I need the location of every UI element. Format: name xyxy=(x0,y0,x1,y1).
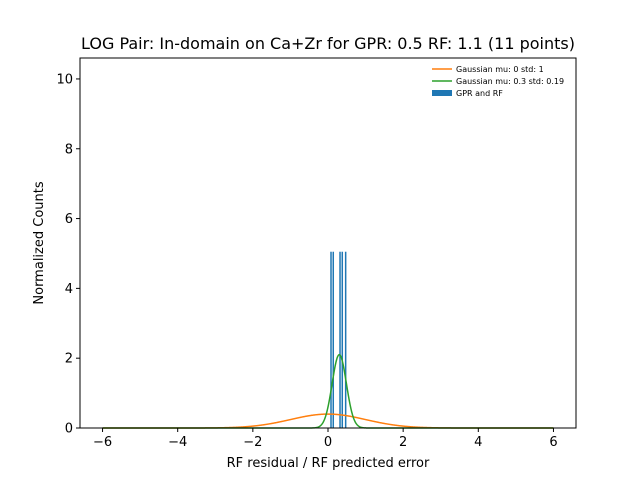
y-tick-label-0: 0 xyxy=(65,422,73,437)
histogram-bar-0 xyxy=(330,251,332,428)
histogram-bar-4 xyxy=(344,251,347,428)
x-tick-label-6: 6 xyxy=(549,435,557,450)
histogram-bar-3 xyxy=(341,251,344,428)
x-axis-label: RF residual / RF predicted error xyxy=(227,456,430,471)
histogram-bar-1 xyxy=(332,251,335,428)
gaussian-curve-1 xyxy=(102,353,554,429)
y-axis: 0 2 4 6 8 10 xyxy=(56,72,80,437)
x-tick-label-4: 2 xyxy=(399,435,407,450)
y-axis-label: Normalized Counts xyxy=(32,181,47,304)
y-tick-label-2: 4 xyxy=(65,282,73,297)
x-tick-label-3: 0 xyxy=(324,435,332,450)
legend: Gaussian mu: 0 std: 1 Gaussian mu: 0.3 st… xyxy=(432,65,564,98)
y-tick-label-5: 10 xyxy=(56,72,73,87)
legend-label-1: Gaussian mu: 0.3 std: 0.19 xyxy=(456,77,564,86)
legend-swatch-histogram xyxy=(432,90,452,96)
x-tick-label-2: −2 xyxy=(243,435,262,450)
histogram-bars xyxy=(330,251,347,428)
plot-frame xyxy=(79,57,577,429)
gaussian-curve-0 xyxy=(102,413,554,429)
legend-label-0: Gaussian mu: 0 std: 1 xyxy=(456,65,544,74)
x-axis: −6 −4 −2 0 2 4 6 xyxy=(93,428,558,450)
histogram-bar-2 xyxy=(339,251,341,428)
legend-label-histogram: GPR and RF xyxy=(456,89,503,98)
gaussian-curves xyxy=(102,353,554,429)
x-tick-label-1: −4 xyxy=(168,435,187,450)
y-tick-label-1: 2 xyxy=(65,352,73,367)
x-tick-label-5: 4 xyxy=(474,435,482,450)
y-tick-label-4: 8 xyxy=(65,142,73,157)
x-tick-label-0: −6 xyxy=(93,435,112,450)
chart-title: LOG Pair: In-domain on Ca+Zr for GPR: 0.… xyxy=(81,34,575,53)
y-tick-label-3: 6 xyxy=(65,212,73,227)
